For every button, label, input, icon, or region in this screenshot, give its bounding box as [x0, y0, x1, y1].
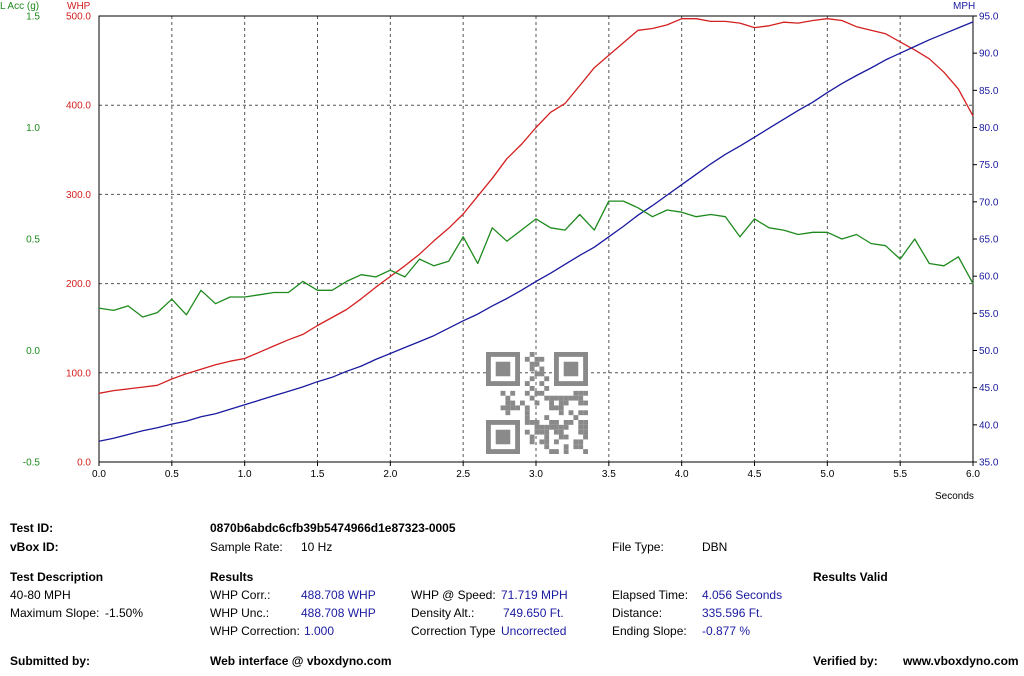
test-description-value: 40-80 MPH	[10, 588, 71, 602]
whp-axis-label: WHP	[67, 1, 91, 12]
elapsed-time-label: Elapsed Time:	[612, 588, 689, 602]
lacc-tick-label: 1.0	[26, 123, 40, 134]
x-tick-label: 6.0	[966, 469, 980, 480]
max-slope-label: Maximum Slope:	[10, 606, 100, 620]
mph-series-line	[98, 21, 974, 442]
mph-tick-label: 45.0	[979, 383, 999, 394]
whp-correction-label: WHP Correction:	[210, 624, 300, 638]
lacc-tick-label: -0.5	[23, 458, 41, 469]
mph-axis-label: MPH	[953, 1, 975, 12]
x-tick-label: 4.5	[748, 469, 762, 480]
x-tick-label: 1.5	[311, 469, 325, 480]
verified-by-label: Verified by:	[813, 654, 878, 668]
whp-corr-label: WHP Corr.:	[210, 588, 271, 602]
lacc-tick-label: 0.0	[26, 346, 40, 357]
dyno-chart: 0.0 0.5 1.0 1.5 2.0 2.5 3.0 3.5 4.0 4.5 5.0 5.5 6.0 0…	[0, 1, 999, 502]
mph-tick-label: 85.0	[979, 86, 999, 97]
mph-tick-label: 60.0	[979, 272, 999, 283]
vbox-id-label: vBox ID:	[10, 540, 59, 554]
whp-tick-label: 400.0	[66, 101, 91, 112]
results-valid: Results Valid	[813, 570, 888, 584]
x-tick-label: 4.0	[675, 469, 689, 480]
verified-by-link[interactable]: www.vboxdyno.com	[903, 654, 1019, 668]
submitted-by-label: Submitted by:	[10, 654, 90, 668]
axis-ticks: 0.0 0.5 1.0 1.5 2.0 2.5 3.0 3.5 4.0 4.5 5.0 5.5 6.0 0…	[23, 12, 999, 481]
x-tick-label: 5.0	[820, 469, 834, 480]
x-tick-label: 5.5	[893, 469, 907, 480]
mph-tick-label: 80.0	[979, 123, 999, 134]
x-axis-label: Seconds	[935, 491, 974, 502]
ending-slope-label: Ending Slope:	[612, 624, 687, 638]
whp-corr-value: 488.708 WHP	[301, 588, 376, 602]
whp-tick-label: 500.0	[66, 12, 91, 23]
mph-tick-label: 50.0	[979, 346, 999, 357]
x-tick-label: 3.5	[602, 469, 616, 480]
correction-type-label: Correction Type	[411, 624, 496, 638]
mph-tick-label: 35.0	[979, 458, 999, 469]
mph-tick-label: 65.0	[979, 235, 999, 246]
lacc-series-line	[98, 200, 974, 318]
x-tick-label: 3.0	[529, 469, 543, 480]
whp-tick-label: 300.0	[66, 190, 91, 201]
ending-slope-value: -0.877 %	[702, 624, 751, 638]
results-label: Results	[210, 570, 254, 584]
x-tick-label: 2.5	[456, 469, 470, 480]
whp-series-line	[98, 18, 974, 394]
whp-unc-value: 488.708 WHP	[301, 606, 376, 620]
mph-tick-label: 95.0	[979, 12, 999, 23]
density-alt-value: 749.650 Ft.	[503, 606, 564, 620]
qr-code-watermark	[486, 352, 588, 454]
whp-correction-value: 1.000	[304, 624, 335, 638]
whp-tick-label: 0.0	[77, 458, 91, 469]
web-interface-link[interactable]: Web interface @ vboxdyno.com	[210, 654, 392, 668]
whp-speed-value: 71.719 MPH	[501, 588, 568, 602]
x-tick-label: 0.5	[165, 469, 179, 480]
whp-tick-label: 200.0	[66, 279, 91, 290]
x-tick-label: 0.0	[92, 469, 106, 480]
mph-tick-label: 55.0	[979, 309, 999, 320]
grid-lines	[99, 16, 973, 462]
distance-label: Distance:	[612, 606, 663, 620]
lacc-tick-label: 1.5	[26, 12, 40, 23]
mph-tick-label: 70.0	[979, 197, 999, 208]
x-tick-label: 1.0	[238, 469, 252, 480]
file-type-value: DBN	[702, 540, 728, 554]
sample-rate-value: 10 Hz	[301, 540, 333, 554]
test-id-value: 0870b6abdc6cfb39b5474966d1e87323-0005	[210, 521, 456, 535]
correction-type-value: Uncorrected	[501, 624, 567, 638]
mph-tick-label: 90.0	[979, 49, 999, 60]
lacc-axis-label: L Acc (g)	[0, 1, 39, 12]
x-tick-label: 2.0	[383, 469, 397, 480]
mph-tick-label: 75.0	[979, 160, 999, 171]
whp-tick-label: 100.0	[66, 368, 91, 379]
density-alt-label: Density Alt.:	[411, 606, 475, 620]
distance-value: 335.596 Ft.	[702, 606, 763, 620]
test-id-label: Test ID:	[10, 521, 54, 535]
mph-tick-label: 40.0	[979, 420, 999, 431]
elapsed-time-value: 4.056 Seconds	[702, 588, 783, 602]
max-slope-value: -1.50%	[105, 606, 144, 620]
file-type-label: File Type:	[612, 540, 664, 554]
whp-unc-label: WHP Unc.:	[210, 606, 270, 620]
test-description-label: Test Description	[10, 570, 104, 584]
sample-rate-label: Sample Rate:	[210, 540, 283, 554]
lacc-tick-label: 0.5	[26, 235, 40, 246]
series-layer	[98, 18, 974, 442]
whp-speed-label: WHP @ Speed:	[411, 588, 496, 602]
